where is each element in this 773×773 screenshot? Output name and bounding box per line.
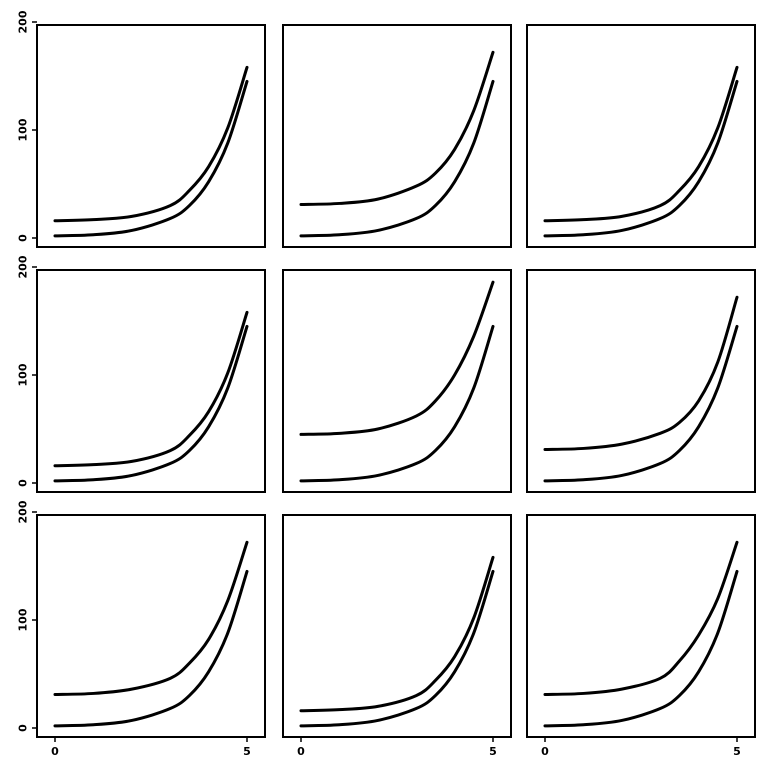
panel-r0-c1 (282, 24, 512, 248)
series-line-upper (543, 65, 739, 223)
panel-r1-c1 (282, 269, 512, 493)
series-line-upper (543, 540, 739, 697)
y-tick-label: 200 (17, 10, 30, 33)
series-line-lower (299, 324, 495, 483)
series-line-upper (53, 65, 249, 223)
series-line-lower (543, 569, 739, 728)
panel-frame (526, 269, 756, 493)
panel-frame (36, 269, 266, 493)
x-tick-label: 0 (297, 745, 305, 758)
x-tick-label: 0 (541, 745, 549, 758)
panel-r2-c0: 0 100 200 0 5 (17, 500, 266, 758)
y-tick-label: 0 (17, 724, 30, 732)
y-tick-label: 100 (17, 118, 30, 141)
panel-frame (36, 24, 266, 248)
panel-frame (282, 514, 512, 738)
panel-r1-c2 (526, 269, 756, 493)
panel-frame (526, 514, 756, 738)
y-tick-label: 200 (17, 255, 30, 278)
panel-r1-c0: 0 100 200 (17, 255, 266, 493)
series-line-lower (299, 569, 495, 728)
series-line-lower (53, 569, 249, 728)
series-line-lower (53, 79, 249, 238)
x-tick-label: 5 (243, 745, 251, 758)
x-tick-label: 0 (51, 745, 59, 758)
y-tick-label: 100 (17, 363, 30, 386)
y-tick-label: 0 (17, 234, 30, 242)
series-line-upper (53, 310, 249, 468)
series-line-lower (543, 79, 739, 238)
series-line-lower (53, 324, 249, 483)
y-tick-label: 200 (17, 500, 30, 523)
panel-frame (282, 269, 512, 493)
panel-r0-c2 (526, 24, 756, 248)
series-line-upper (299, 50, 495, 207)
series-line-lower (543, 324, 739, 483)
panel-frame (526, 24, 756, 248)
x-tick-label: 5 (489, 745, 497, 758)
y-tick-label: 0 (17, 479, 30, 487)
series-line-upper (299, 280, 495, 436)
panel-frame (282, 24, 512, 248)
panel-r0-c0: 0 100 200 (17, 10, 266, 248)
x-tick-label: 5 (733, 745, 741, 758)
series-line-upper (543, 295, 739, 452)
series-line-upper (299, 555, 495, 713)
series-line-lower (299, 79, 495, 238)
series-line-upper (53, 540, 249, 697)
y-tick-label: 100 (17, 608, 30, 631)
panel-frame (36, 514, 266, 738)
